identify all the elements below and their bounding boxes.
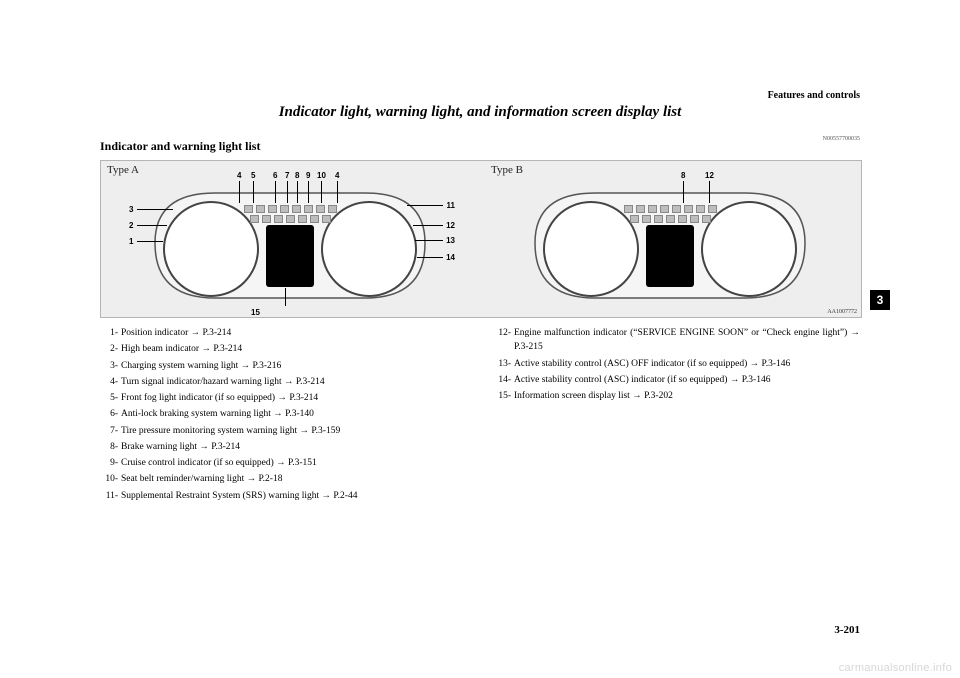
legend-container: 1-Position indicator → P.3-214 2-High be…	[100, 326, 860, 505]
callout-a-left-1: 2	[129, 221, 133, 230]
legend-num: 4-	[100, 375, 121, 389]
legend-text: Engine malfunction indicator (“SERVICE E…	[514, 326, 860, 355]
callout-a-top-1: 5	[251, 171, 255, 180]
legend-num: 5-	[100, 391, 121, 405]
legend-num: 7-	[100, 424, 121, 438]
page-title: Indicator light, warning light, and info…	[100, 104, 860, 121]
legend-text: Active stability control (ASC) OFF indic…	[514, 357, 860, 371]
type-a-label: Type A	[107, 164, 139, 176]
legend-text: Brake warning light → P.3-214	[121, 440, 467, 454]
legend-text: Seat belt reminder/warning light → P.2-1…	[121, 472, 467, 486]
callout-a-top-5: 9	[306, 171, 310, 180]
legend-num: 14-	[493, 373, 514, 387]
legend-text: Position indicator → P.3-214	[121, 326, 467, 340]
legend-text: Tire pressure monitoring system warning …	[121, 424, 467, 438]
subsection-heading: Indicator and warning light list	[100, 139, 860, 154]
header-section-label: Features and controls	[768, 90, 860, 101]
diagram-code: AA1007772	[827, 309, 857, 315]
title-code: N00557700035	[823, 136, 860, 142]
callout-a-top-3: 7	[285, 171, 289, 180]
indicator-row-b	[615, 205, 725, 213]
legend-num: 3-	[100, 359, 121, 373]
legend-num: 2-	[100, 342, 121, 356]
callout-b-top-0: 8	[681, 171, 685, 180]
legend-num: 6-	[100, 407, 121, 421]
watermark-text: carmanualsonline.info	[839, 662, 952, 674]
legend-text: High beam indicator → P.3-214	[121, 342, 467, 356]
legend-text: Supplemental Restraint System (SRS) warn…	[121, 489, 467, 503]
diagram-box: Type A Type B 4 5 6 7 8 9 10 4	[100, 160, 862, 318]
center-screen-b	[646, 225, 694, 287]
type-b-label: Type B	[491, 164, 523, 176]
cluster-type-a: 4 5 6 7 8 9 10 4 3 2 1 11 12	[135, 183, 445, 303]
chapter-tab: 3	[870, 290, 890, 310]
legend-text: Anti-lock braking system warning light →…	[121, 407, 467, 421]
indicator-row-a	[235, 205, 345, 213]
legend-column-left: 1-Position indicator → P.3-214 2-High be…	[100, 326, 467, 505]
legend-text: Charging system warning light → P.3-216	[121, 359, 467, 373]
callout-a-top-6: 10	[317, 171, 326, 180]
indicator-row-a-2	[235, 215, 345, 223]
callout-a-top-0: 4	[237, 171, 241, 180]
center-screen-a	[266, 225, 314, 287]
legend-num: 13-	[493, 357, 514, 371]
callout-a-top-2: 6	[273, 171, 277, 180]
indicator-row-b-2	[615, 215, 725, 223]
legend-text: Information screen display list → P.3-20…	[514, 389, 860, 403]
callout-a-top-4: 8	[295, 171, 299, 180]
callout-a-bottom-0: 15	[251, 308, 260, 317]
callout-a-right-0: 11	[447, 201, 455, 210]
page-container: Features and controls Indicator light, w…	[100, 90, 860, 630]
legend-text: Turn signal indicator/hazard warning lig…	[121, 375, 467, 389]
legend-num: 9-	[100, 456, 121, 470]
callout-b-top-1: 12	[705, 171, 714, 180]
legend-num: 10-	[100, 472, 121, 486]
callout-a-top-7: 4	[335, 171, 339, 180]
legend-column-right: 12-Engine malfunction indicator (“SERVIC…	[493, 326, 860, 505]
callout-a-right-1: 12	[446, 221, 455, 230]
legend-num: 11-	[100, 489, 121, 503]
legend-num: 12-	[493, 326, 514, 355]
callout-a-left-2: 1	[129, 237, 133, 246]
cluster-type-b: 8 12	[515, 183, 825, 303]
callout-a-left-0: 3	[129, 205, 133, 214]
legend-text: Active stability control (ASC) indicator…	[514, 373, 860, 387]
page-number: 3-201	[834, 624, 860, 636]
legend-num: 15-	[493, 389, 514, 403]
legend-text: Front fog light indicator (if so equippe…	[121, 391, 467, 405]
callout-a-right-2: 13	[446, 236, 455, 245]
legend-num: 1-	[100, 326, 121, 340]
callout-a-right-3: 14	[446, 253, 455, 262]
legend-num: 8-	[100, 440, 121, 454]
legend-text: Cruise control indicator (if so equipped…	[121, 456, 467, 470]
